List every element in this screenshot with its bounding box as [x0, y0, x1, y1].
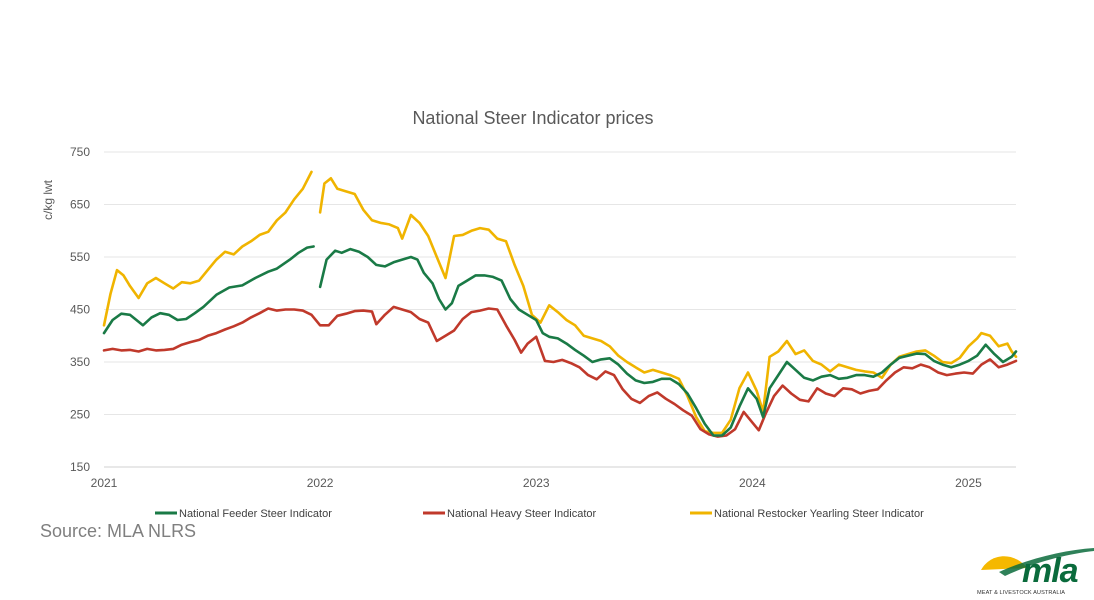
series-line-heavy: [102, 305, 1018, 438]
legend-label-heavy: National Heavy Steer Indicator: [447, 508, 597, 520]
y-tick-label: 350: [70, 355, 90, 369]
y-tick-label: 250: [70, 408, 90, 422]
logo-tagline: MEAT & LIVESTOCK AUSTRALIA: [977, 590, 1066, 596]
y-tick-label: 150: [70, 460, 90, 474]
series-line-feeder: [102, 245, 1018, 437]
y-tick-labels: 150 250 350 450 550 650 750: [70, 145, 90, 474]
y-tick-label: 650: [70, 198, 90, 212]
x-tick-label: 2024: [739, 476, 766, 490]
mla-logo: mla MEAT & LIVESTOCK AUSTRALIA: [975, 546, 1094, 600]
y-tick-label: 750: [70, 145, 90, 159]
y-tick-label: 450: [70, 303, 90, 317]
series-lines: [102, 170, 1018, 438]
source-caption: Source: MLA NLRS: [40, 521, 197, 541]
x-tick-label: 2021: [91, 476, 118, 490]
legend-label-restocker: National Restocker Yearling Steer Indica…: [714, 508, 924, 520]
x-tick-label: 2023: [523, 476, 550, 490]
gridlines: [104, 151, 1016, 468]
chart-title: National Steer Indicator prices: [412, 108, 653, 128]
x-tick-label: 2022: [307, 476, 334, 490]
x-tick-label: 2025: [955, 476, 982, 490]
logo-wordmark: mla: [1022, 552, 1079, 590]
legend-label-feeder: National Feeder Steer Indicator: [179, 508, 332, 520]
y-axis-label: c/kg lwt: [41, 179, 55, 220]
y-tick-label: 550: [70, 250, 90, 264]
legend: National Feeder Steer Indicator National …: [155, 508, 924, 520]
logo-swoosh-icon: [981, 548, 1094, 576]
series-line-restocker: [102, 170, 1018, 435]
x-tick-labels: 2021 2022 2023 2024 2025: [91, 476, 982, 490]
